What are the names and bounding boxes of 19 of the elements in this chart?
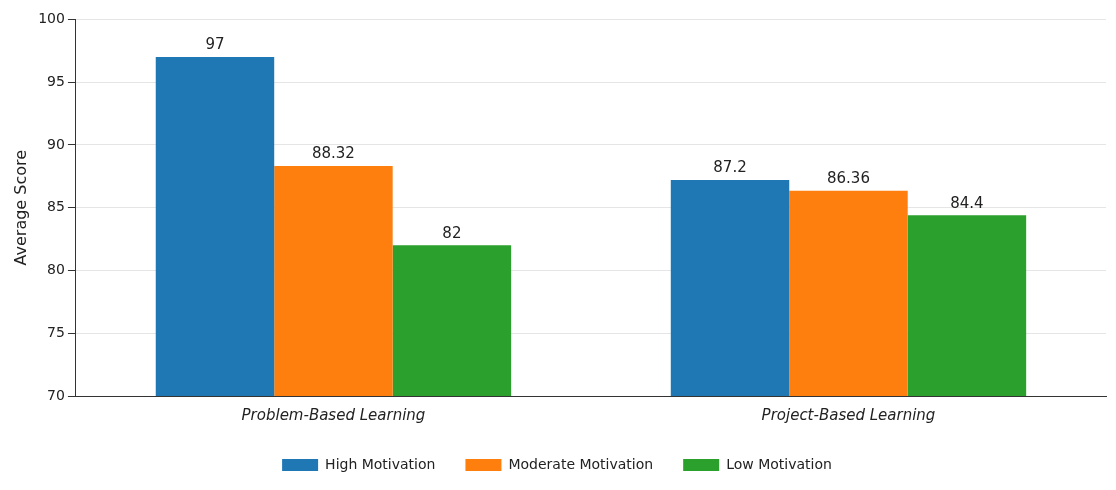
x-tick-label: Project-Based Learning <box>761 405 936 424</box>
y-tick-label: 70 <box>47 386 65 403</box>
legend-label: Moderate Motivation <box>508 455 654 472</box>
data-label: 84.4 <box>950 193 984 212</box>
data-label: 97 <box>205 35 225 54</box>
y-tick-label: 90 <box>47 135 65 152</box>
y-tick-label: 95 <box>47 72 65 89</box>
data-label: 82 <box>442 223 462 242</box>
y-tick-label: 100 <box>38 10 65 27</box>
data-label: 86.36 <box>827 169 870 188</box>
legend-label: Low Motivation <box>726 455 832 472</box>
y-axis-title: Average Score <box>10 149 30 266</box>
data-label: 88.32 <box>311 144 355 163</box>
y-tick-label: 75 <box>47 323 65 340</box>
data-label: 87.2 <box>713 158 747 177</box>
x-tick-label: Problem-Based Learning <box>241 405 426 424</box>
y-tick-label: 85 <box>47 198 65 215</box>
y-tick-label: 80 <box>47 261 65 278</box>
legend-label: High Motivation <box>325 455 436 472</box>
